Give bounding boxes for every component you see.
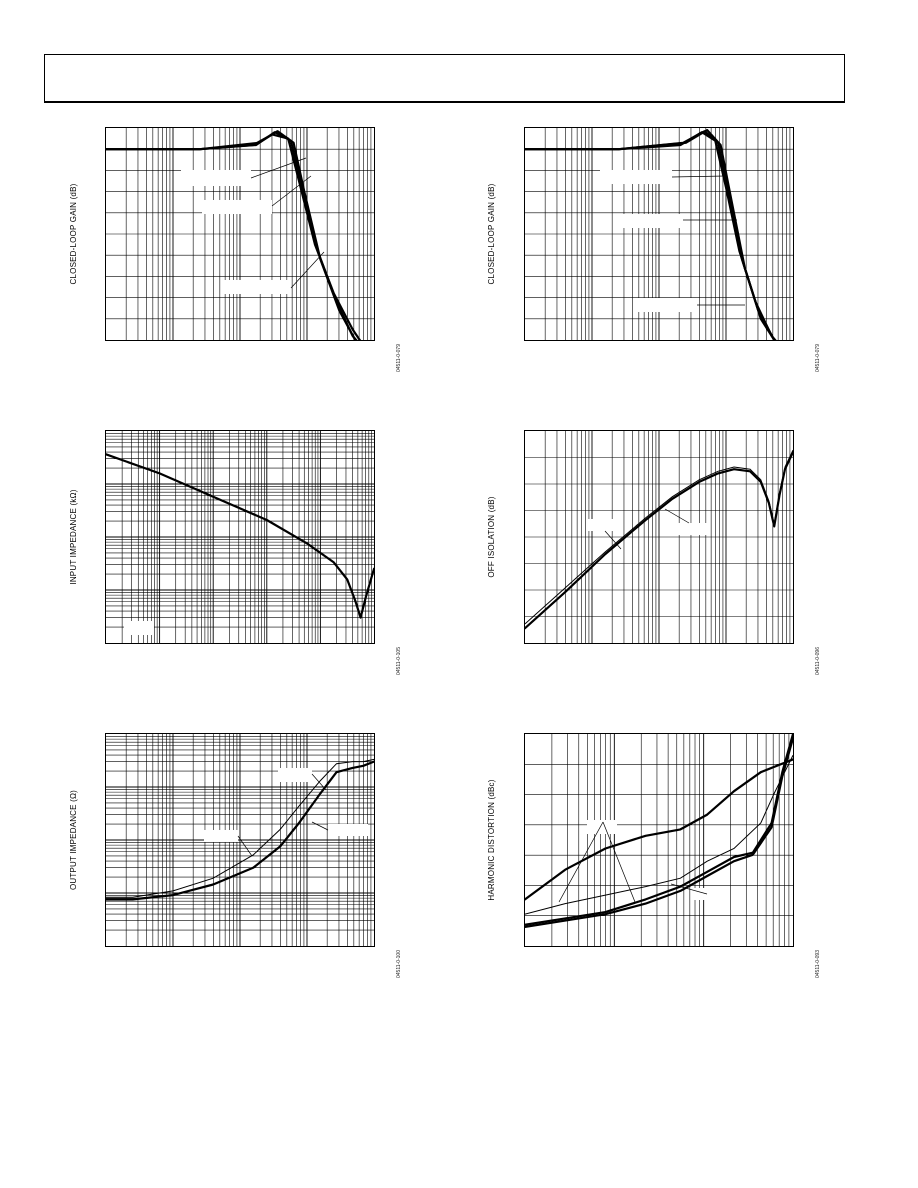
series-label-box — [181, 170, 251, 186]
figure-code: 04511-0-093 — [815, 950, 821, 978]
plot-area — [105, 127, 375, 341]
figure-code: 04511-0-079 — [815, 344, 821, 372]
series-line — [525, 737, 793, 928]
series-line — [106, 760, 374, 901]
plot-area — [524, 430, 794, 644]
series-line — [106, 130, 357, 340]
figure-code: 04511-0-100 — [396, 950, 402, 978]
series-label-box — [587, 519, 621, 531]
annotation-leader — [671, 175, 726, 178]
series-label-box — [124, 621, 154, 635]
series-label-box — [202, 200, 272, 214]
series-line — [525, 449, 793, 625]
series-label-box — [613, 214, 683, 228]
plot-svg — [106, 128, 374, 340]
plot-svg — [525, 431, 793, 643]
annotation-leader — [664, 508, 690, 524]
y-axis-label: HARMONIC DISTORTION (dBc) — [487, 779, 496, 901]
series-label-box — [673, 523, 709, 535]
series-label-box — [693, 888, 723, 900]
y-axis-label: CLOSED-LOOP GAIN (dB) — [69, 183, 78, 285]
figure-code: 04511-0-105 — [396, 647, 402, 675]
plot-area — [524, 127, 794, 341]
annotation-leader — [271, 175, 312, 207]
plot-svg — [525, 734, 793, 946]
plot-svg — [525, 128, 793, 340]
series-label-box — [587, 820, 617, 834]
annotation-leader — [290, 251, 325, 289]
series-label-box — [637, 298, 697, 312]
plot-svg — [106, 431, 374, 643]
page-header-frame — [44, 54, 845, 103]
series-line — [106, 758, 374, 898]
y-axis-label: OFF ISOLATION (dB) — [487, 496, 496, 578]
grid — [106, 128, 374, 340]
series-label-box — [221, 280, 291, 294]
plot-area — [524, 733, 794, 947]
series-label-box — [600, 170, 672, 184]
annotation-leader — [311, 821, 329, 831]
grid — [525, 431, 793, 643]
figure-code: 04511-0-079 — [396, 344, 402, 372]
annotation-leader — [604, 530, 622, 550]
figure-code: 04511-0-096 — [815, 647, 821, 675]
annotation-leader — [670, 883, 708, 895]
plot-area — [105, 430, 375, 644]
series-label-box — [204, 830, 238, 842]
annotation-leader — [311, 773, 327, 791]
series-label-box — [278, 768, 312, 782]
series-line — [525, 734, 793, 926]
annotation-leader — [558, 821, 604, 903]
plot-svg — [106, 734, 374, 946]
y-axis-label: CLOSED-LOOP GAIN (dB) — [487, 183, 496, 285]
series-line — [525, 758, 793, 901]
series-line — [525, 754, 793, 915]
annotation-leader — [602, 821, 636, 903]
annotation-leader — [250, 157, 307, 179]
series-line — [525, 129, 776, 340]
series-line — [106, 453, 374, 619]
grid — [525, 734, 793, 946]
plot-area — [105, 733, 375, 947]
grid — [106, 734, 374, 946]
y-axis-label: INPUT IMPEDANCE (kΩ) — [69, 489, 78, 585]
y-axis-label: OUTPUT IMPEDANCE (Ω) — [69, 789, 78, 891]
annotation-leader — [237, 835, 253, 857]
series-label-box — [328, 824, 368, 836]
grid — [106, 431, 374, 643]
